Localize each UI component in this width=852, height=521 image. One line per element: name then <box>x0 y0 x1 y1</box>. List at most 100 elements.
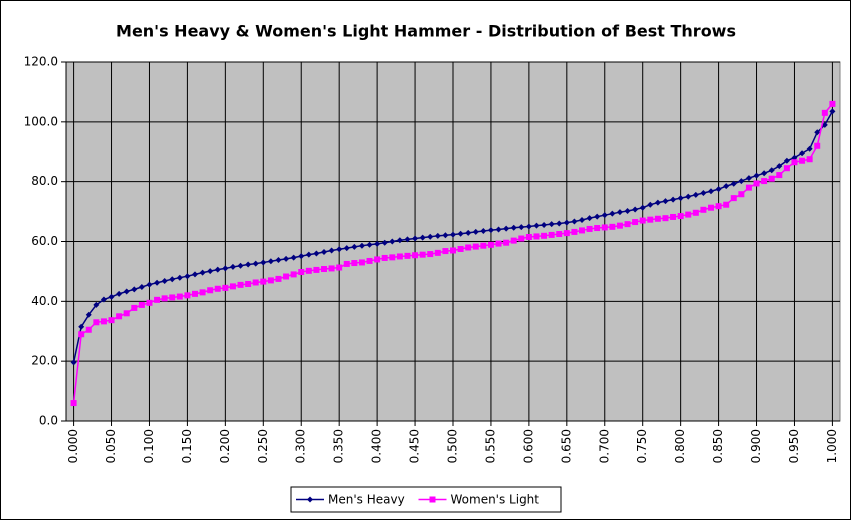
x-tick-label: 0.950 <box>787 429 801 463</box>
data-point <box>768 175 775 182</box>
data-point <box>381 254 388 261</box>
data-point <box>336 246 343 253</box>
data-point <box>199 269 206 276</box>
data-point <box>222 284 229 291</box>
data-point <box>525 223 532 230</box>
data-point <box>283 255 290 262</box>
data-point <box>829 100 836 107</box>
data-point <box>154 296 161 303</box>
x-tick-label: 0.500 <box>446 429 460 463</box>
data-point <box>192 271 198 278</box>
data-point <box>503 225 510 232</box>
data-point <box>116 313 123 320</box>
x-tick-label: 0.100 <box>142 429 156 463</box>
data-point <box>487 241 494 248</box>
data-point <box>548 221 555 228</box>
data-point <box>647 201 654 208</box>
data-point <box>814 129 821 136</box>
data-point <box>366 241 373 248</box>
data-point <box>374 240 381 247</box>
data-point <box>351 243 358 250</box>
x-tick-label: 0.000 <box>66 429 80 463</box>
x-tick-label: 0.200 <box>218 429 232 463</box>
data-point <box>161 295 168 302</box>
x-tick-label: 0.900 <box>749 429 763 463</box>
data-point <box>290 254 297 261</box>
data-point <box>541 222 548 229</box>
data-point <box>639 204 646 211</box>
data-point <box>404 236 411 243</box>
data-point <box>601 224 608 231</box>
data-point <box>685 211 692 218</box>
data-point <box>412 235 419 242</box>
data-point <box>670 213 677 220</box>
data-point <box>480 228 487 235</box>
data-point <box>419 251 426 258</box>
data-point <box>343 260 350 267</box>
data-point <box>275 275 282 282</box>
x-tick-label: 0.400 <box>370 429 384 463</box>
data-point <box>495 240 502 247</box>
y-tick-label: 20.0 <box>31 354 58 368</box>
data-point <box>799 157 806 164</box>
data-point <box>677 213 684 220</box>
x-tick-label: 0.300 <box>294 429 308 463</box>
data-point <box>571 218 578 225</box>
data-point <box>70 359 77 366</box>
data-point <box>761 178 768 185</box>
x-tick-label: 0.650 <box>559 429 573 463</box>
data-point <box>510 224 517 231</box>
data-point <box>738 178 745 185</box>
data-point <box>594 225 601 232</box>
data-point <box>412 252 419 259</box>
data-point <box>518 235 525 242</box>
data-point <box>229 283 236 290</box>
data-point <box>738 191 745 198</box>
data-point <box>783 157 790 164</box>
data-point <box>138 283 145 290</box>
x-tick-label: 0.700 <box>597 429 611 463</box>
data-point <box>677 195 684 202</box>
y-tick-label: 40.0 <box>31 294 58 308</box>
data-point <box>518 224 525 231</box>
data-point <box>723 201 730 208</box>
data-point <box>745 184 752 191</box>
data-point <box>260 278 267 285</box>
data-point <box>252 260 259 267</box>
data-point <box>214 266 221 273</box>
data-point <box>791 159 798 166</box>
data-point <box>116 290 123 297</box>
y-tick-label: 100.0 <box>24 114 58 128</box>
data-point <box>381 239 388 246</box>
data-point <box>260 259 267 266</box>
y-tick-label: 80.0 <box>31 174 58 188</box>
data-point <box>525 234 532 241</box>
data-point <box>396 237 403 244</box>
data-point <box>78 331 85 338</box>
data-point <box>442 232 449 239</box>
data-point <box>176 293 183 300</box>
data-point <box>662 215 669 222</box>
data-point <box>229 263 236 270</box>
data-point <box>450 231 456 238</box>
data-point <box>821 109 828 116</box>
data-point <box>662 198 669 205</box>
data-point <box>450 247 456 254</box>
data-point <box>321 248 327 255</box>
data-point <box>708 188 714 195</box>
data-point <box>283 273 290 280</box>
data-point <box>328 265 335 272</box>
data-point <box>245 261 252 268</box>
x-tick-label: 0.350 <box>332 429 346 463</box>
data-point <box>563 230 570 237</box>
data-point <box>131 304 138 311</box>
data-point <box>647 216 654 223</box>
data-point <box>100 296 107 303</box>
data-point <box>821 121 828 128</box>
data-point <box>465 244 472 251</box>
data-point <box>639 217 646 224</box>
data-point <box>541 232 548 239</box>
data-point <box>624 221 631 228</box>
data-point <box>176 274 183 281</box>
data-point <box>169 276 176 283</box>
